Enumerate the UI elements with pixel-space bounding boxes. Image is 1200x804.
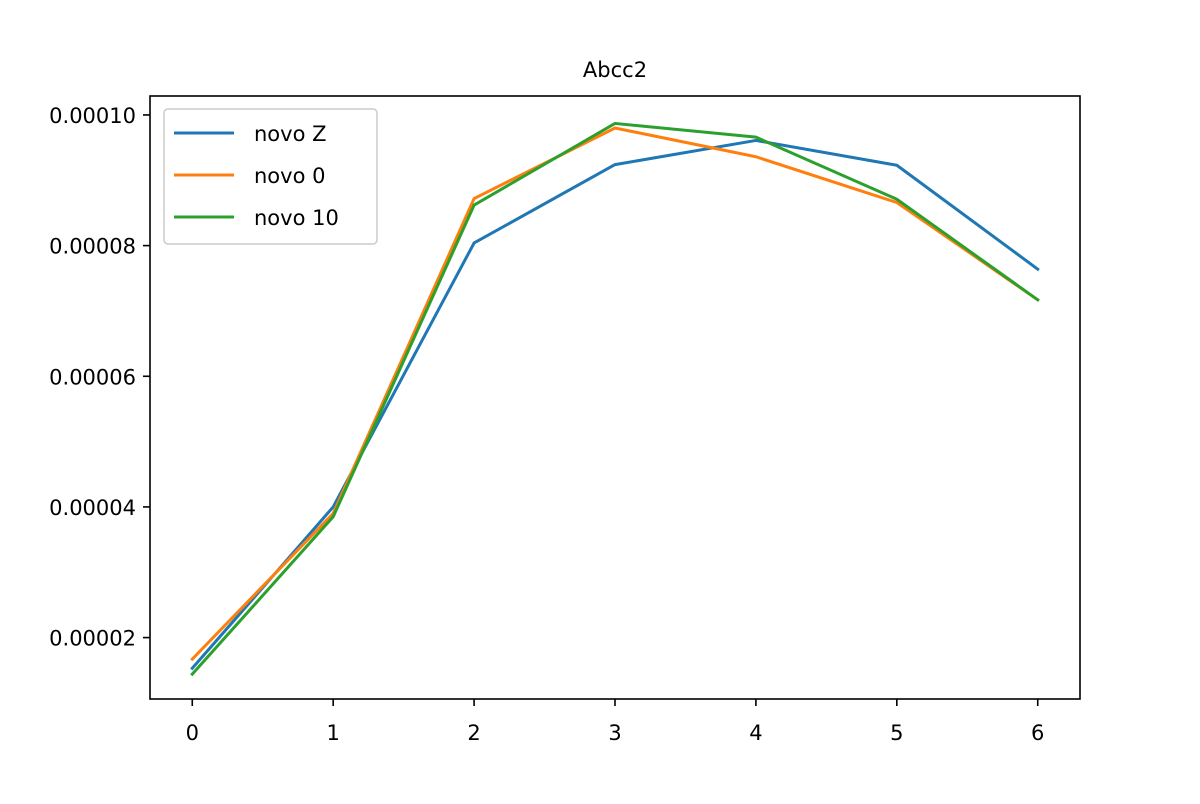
x-tick-label: 6 [1031,721,1044,745]
y-tick-label: 0.00008 [49,235,136,259]
x-tick-label: 2 [467,721,480,745]
y-tick-label: 0.00010 [49,104,136,128]
series-line-3 [190,121,1040,677]
legend-box [163,108,378,245]
y-tick-label: 0.00002 [49,627,136,651]
x-tick-label: 3 [608,721,621,745]
legend-label: novo Z [254,122,327,146]
x-tick-label: 5 [890,721,903,745]
legend-label: novo 10 [254,206,339,230]
chart-title: Abcc2 [583,58,647,82]
x-tick-label: 0 [186,721,199,745]
legend: novo Z novo 0 novo 10 [163,108,378,245]
legend-label: novo 0 [254,164,325,188]
x-tick-label: 1 [326,721,339,745]
y-tick-label: 0.00006 [49,365,136,389]
y-tick-label: 0.00004 [49,496,136,520]
x-axis: 0 1 2 3 4 5 6 [186,699,1044,745]
series-layer [190,121,1040,677]
x-tick-label: 4 [749,721,762,745]
series-line-1 [190,138,1040,671]
y-axis: 0.00002 0.00004 0.00006 0.00008 0.00010 [49,104,150,651]
